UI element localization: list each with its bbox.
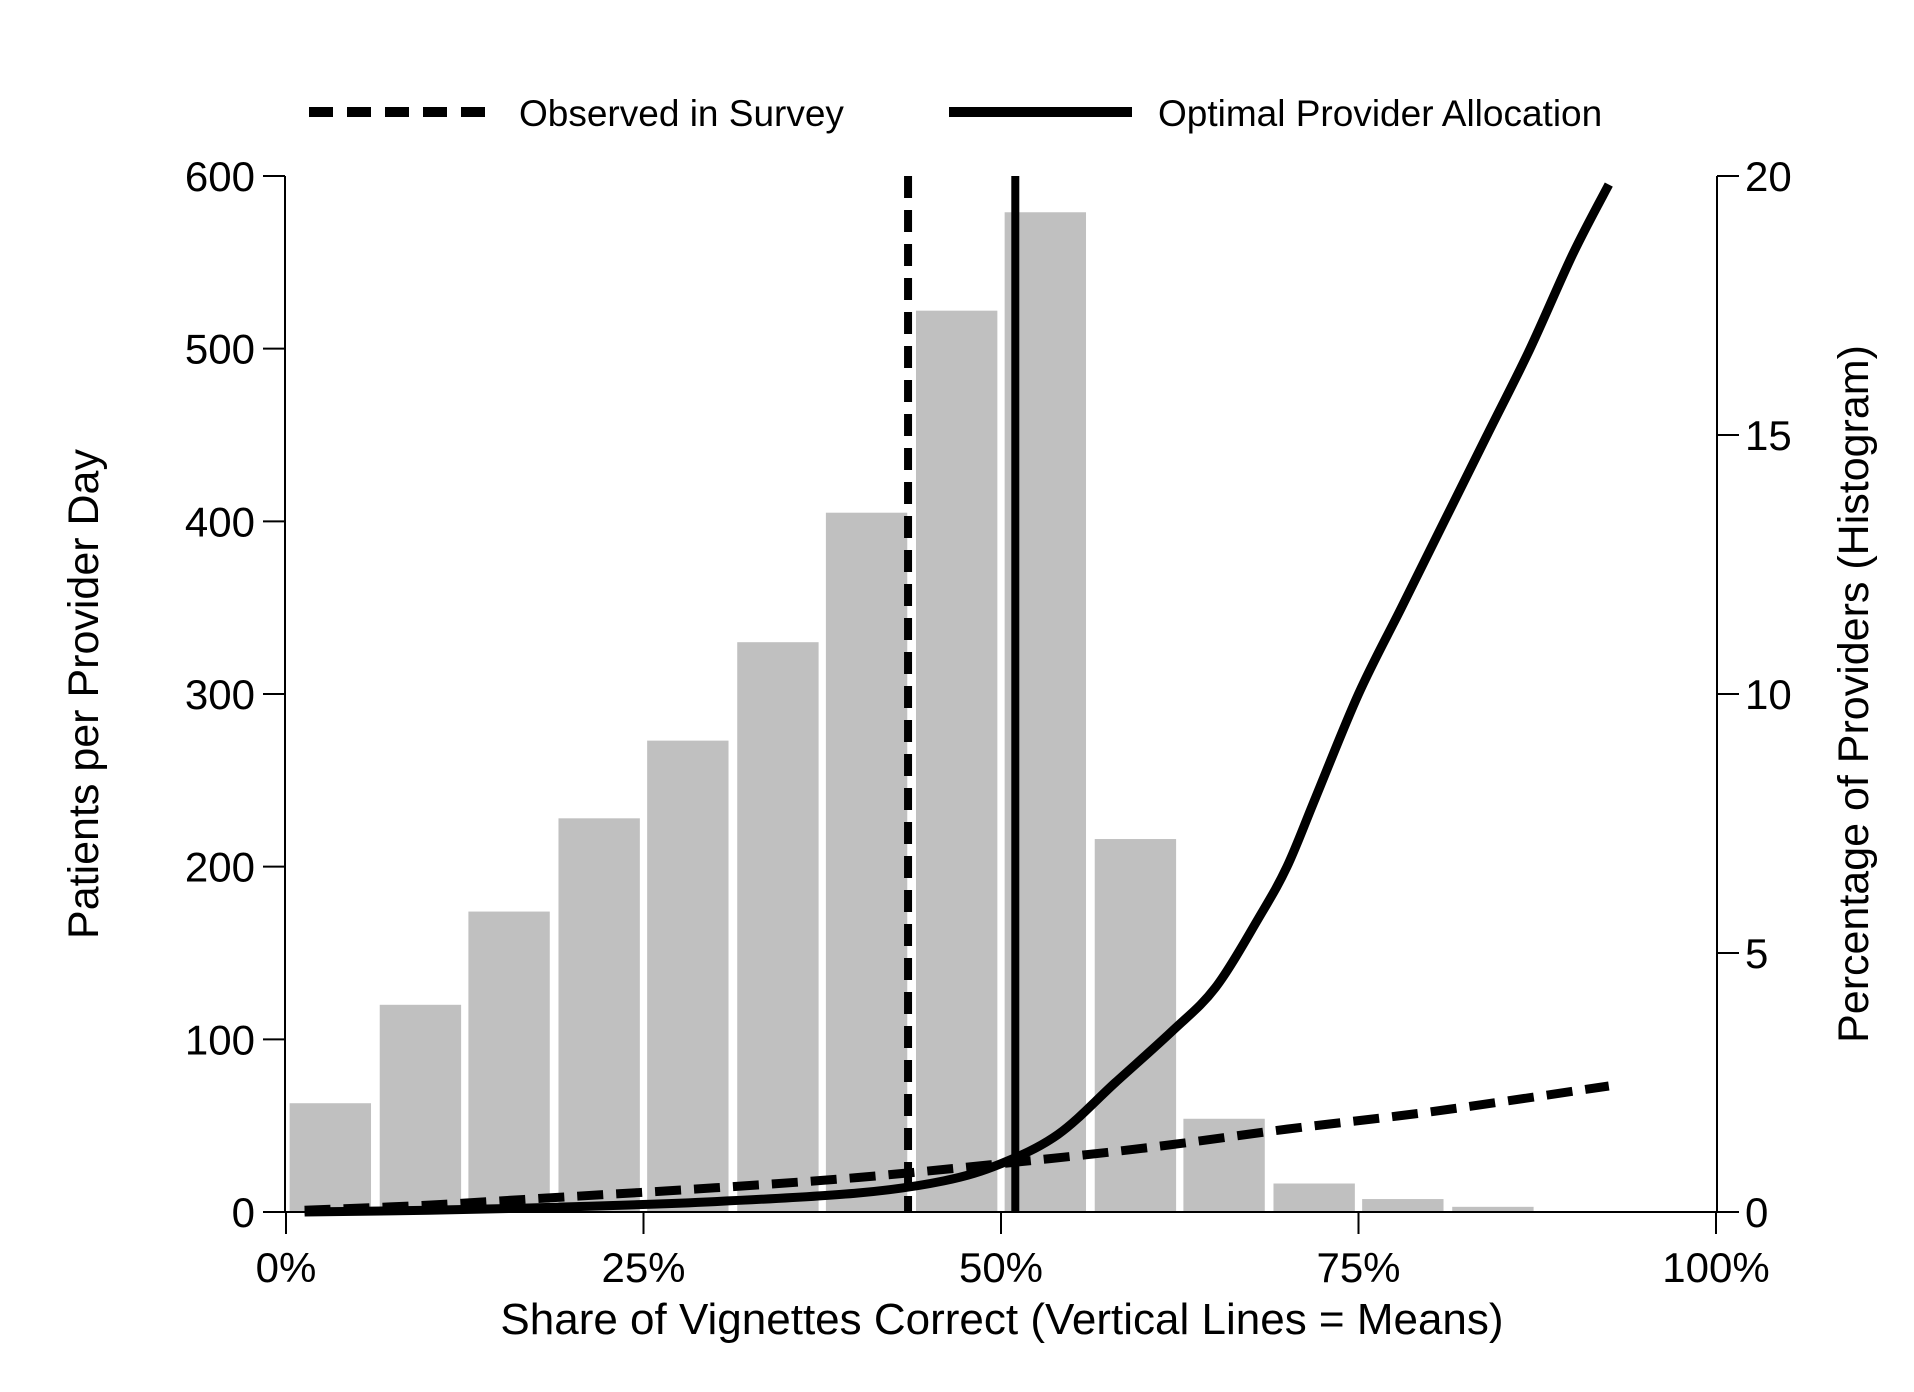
y2-tick-label: 20 (1745, 153, 1792, 200)
x-tick-label: 75% (1316, 1244, 1400, 1291)
y-tick-label: 100 (185, 1016, 255, 1063)
y-tick-label: 600 (185, 153, 255, 200)
y2-tick-label: 10 (1745, 671, 1792, 718)
x-tick-label: 100% (1662, 1244, 1769, 1291)
histogram-bar-7 (915, 310, 998, 1212)
series-lines (304, 182, 1613, 1217)
x-tick-label: 0% (256, 1244, 317, 1291)
y2-axis-label: Percentage of Providers (Histogram) (1830, 345, 1878, 1043)
legend: Observed in Survey Optimal Provider Alloc… (309, 93, 1602, 134)
histogram-bar-5 (737, 642, 819, 1212)
mean-lines (904, 176, 1020, 1212)
x-tick-label: 50% (959, 1244, 1043, 1291)
observed-series-line (304, 1081, 1610, 1215)
histogram-bar-11 (1273, 1183, 1355, 1212)
y2-tick-label: 5 (1745, 930, 1768, 977)
axes: 0 100 200 300 400 500 600 0 5 10 15 20 0% 25% 50% 75% 10… (185, 153, 1792, 1291)
y-tick-label: 400 (185, 498, 255, 545)
y-axis-label: Patients per Provider Day (60, 449, 108, 939)
legend-label-optimal: Optimal Provider Allocation (1158, 93, 1602, 134)
histogram-bar-13 (1452, 1206, 1534, 1212)
y2-tick-label: 15 (1745, 412, 1792, 459)
histogram-bar-4 (647, 740, 729, 1212)
y-tick-label: 300 (185, 671, 255, 718)
x-tick-label: 25% (601, 1244, 685, 1291)
optimal-series-line (304, 182, 1613, 1217)
legend-label-observed: Observed in Survey (519, 93, 844, 134)
x-axis-label: Share of Vignettes Correct (Vertical Lin… (500, 1295, 1503, 1344)
histogram-bar-3 (558, 818, 640, 1212)
y-tick-label: 0 (232, 1189, 255, 1236)
y-tick-label: 200 (185, 844, 255, 891)
histogram-bar-12 (1362, 1199, 1444, 1212)
histogram-bar-6 (825, 512, 908, 1212)
histogram-bar-0 (289, 1103, 372, 1212)
histogram-bar-1 (379, 1004, 462, 1212)
y-tick-label: 500 (185, 326, 255, 373)
histogram-bar-2 (468, 911, 550, 1212)
y2-tick-label: 0 (1745, 1189, 1768, 1236)
